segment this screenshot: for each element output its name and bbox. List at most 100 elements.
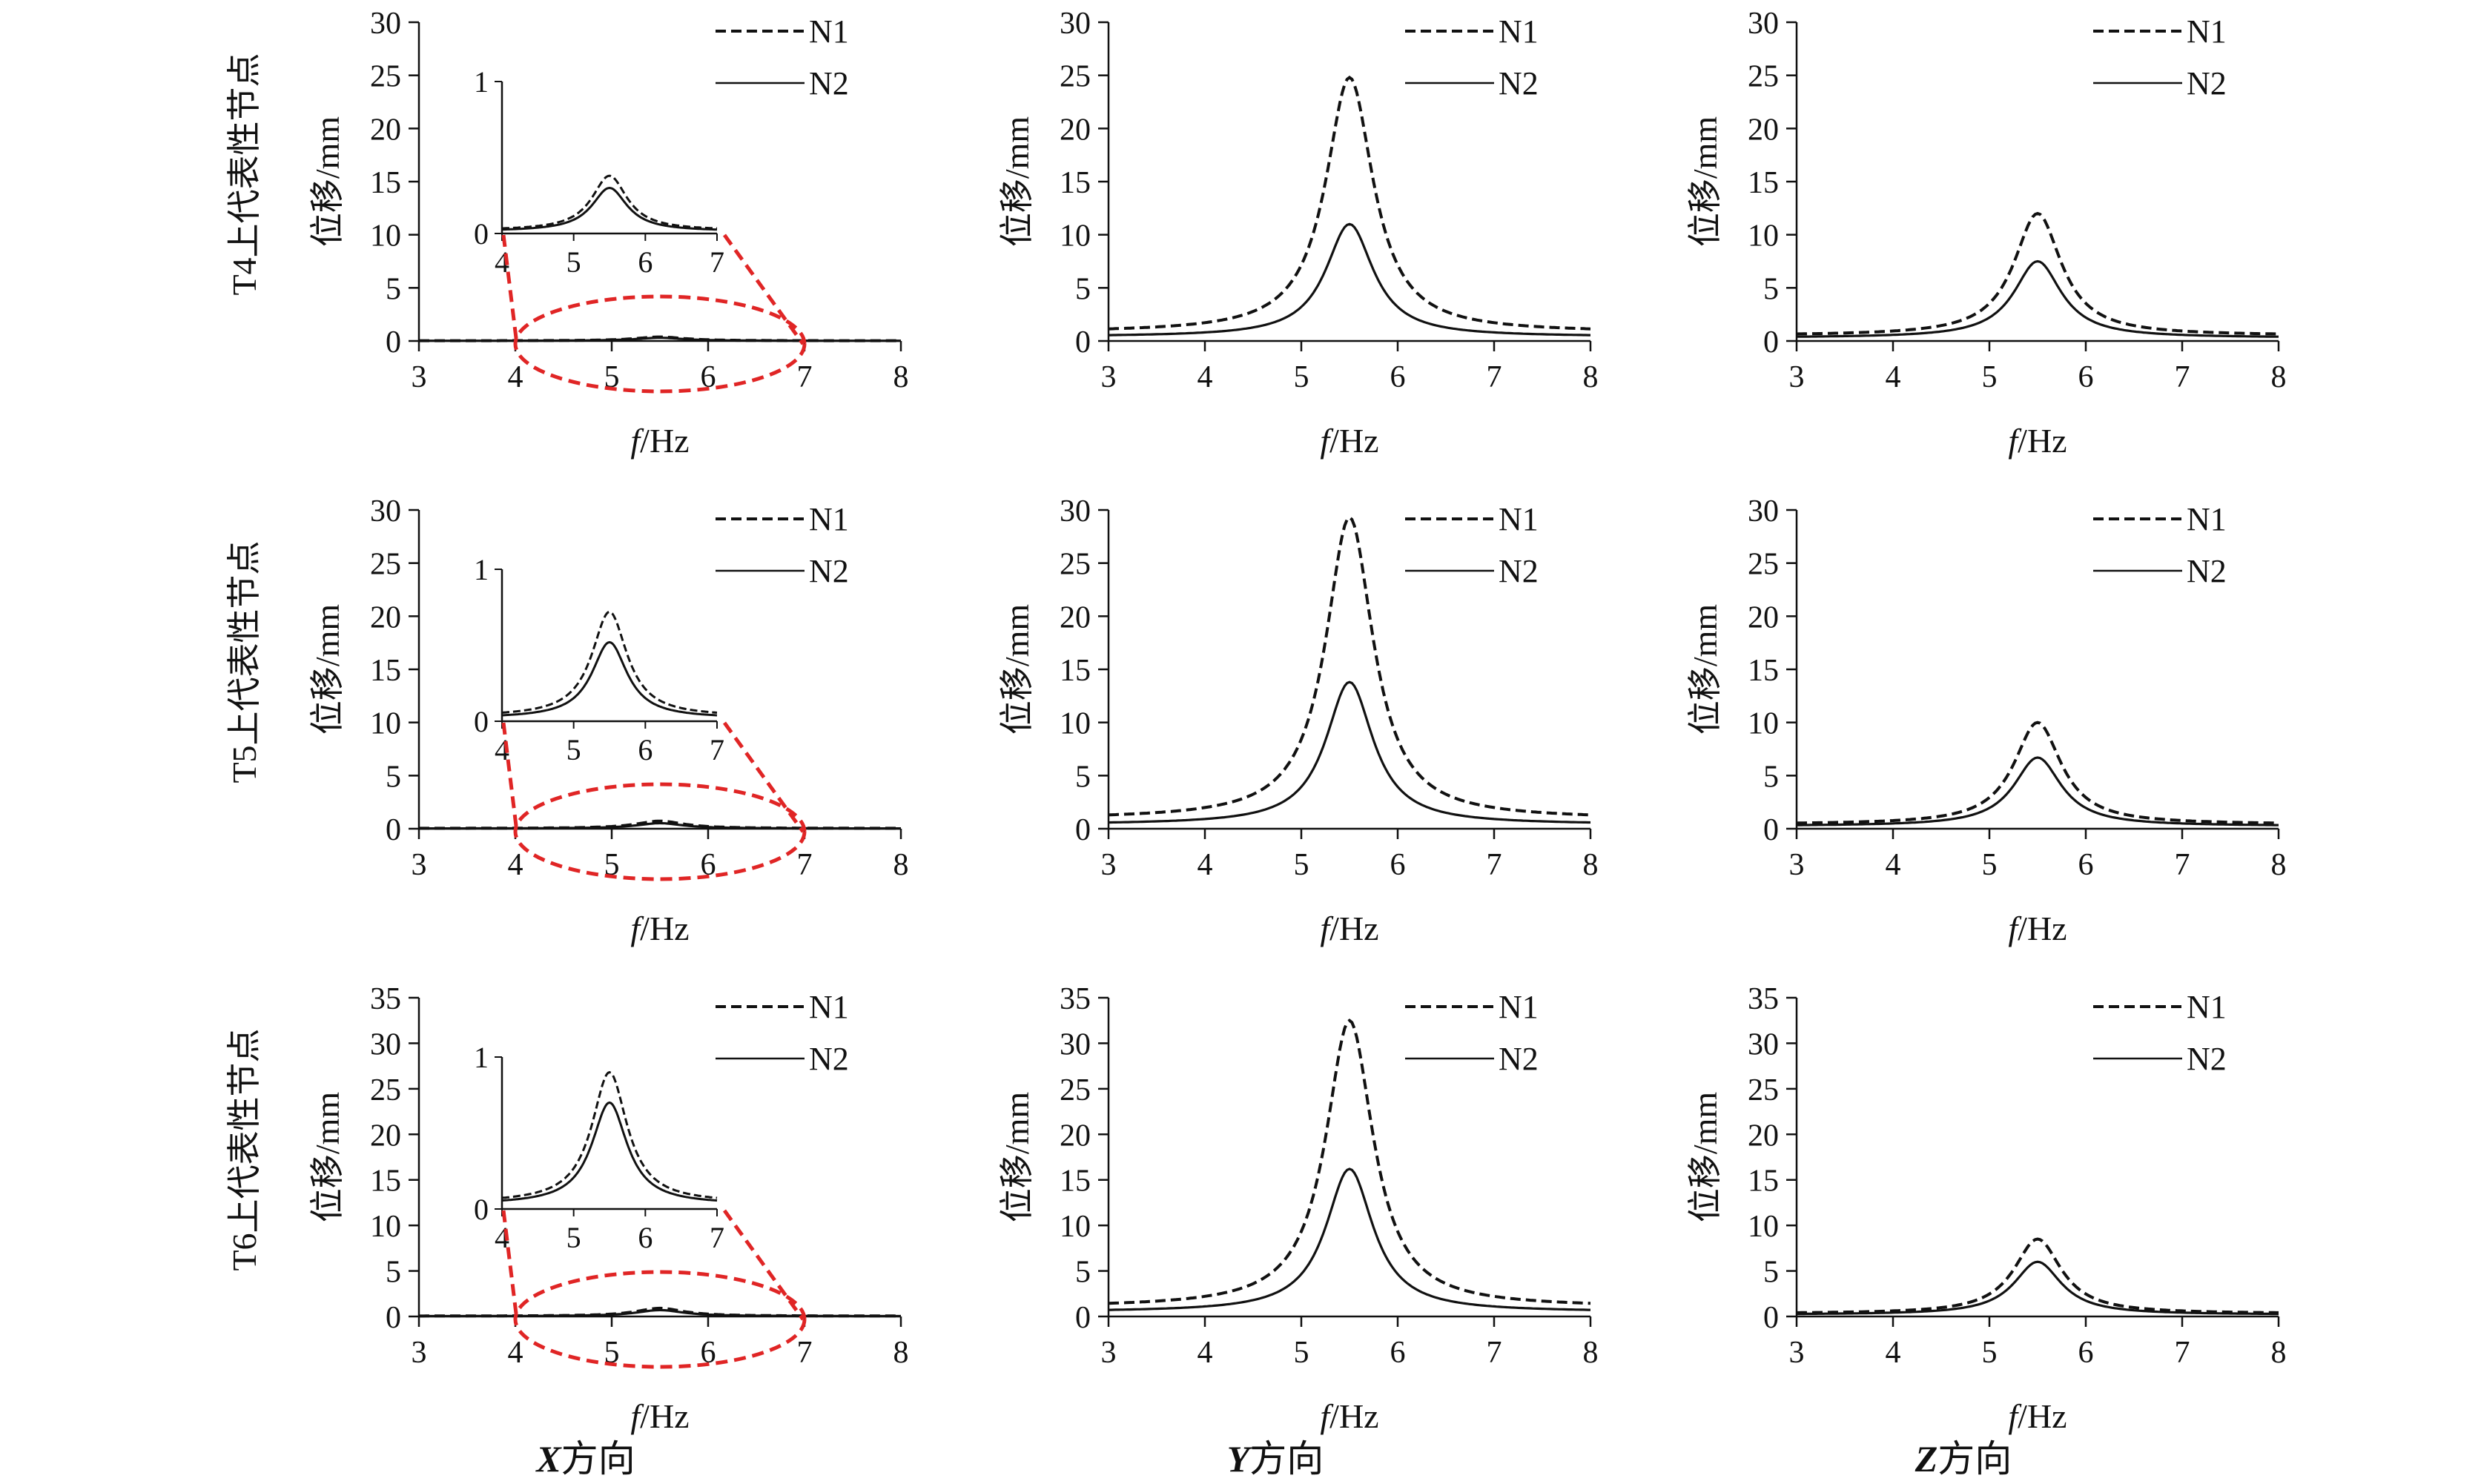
x-tick-label: 7 [1487, 1336, 1502, 1370]
legend-label-n1: N1 [809, 501, 849, 537]
x-tick-label: 8 [1583, 848, 1599, 882]
inset-y-tick-label: 1 [474, 1041, 489, 1074]
y-tick-label: 20 [1748, 113, 1779, 147]
y-axis-label: 位移/mm [998, 604, 1036, 735]
x-axis-label: f/Hz [1320, 910, 1378, 947]
x-tick-label: 3 [1101, 848, 1117, 882]
y-tick-label: 35 [370, 982, 401, 1016]
y-tick-label: 15 [370, 1165, 401, 1199]
x-tick-label: 8 [2271, 360, 2287, 394]
inset-series-line-n1 [501, 174, 718, 230]
x-tick-label: 6 [1390, 848, 1406, 882]
y-tick-label: 15 [1748, 654, 1779, 688]
y-tick-label: 5 [1763, 1256, 1779, 1290]
legend-label-n1: N1 [2187, 501, 2227, 537]
column-caption-suffix: 方向 [561, 1438, 635, 1480]
chart-panel-r2-c3: 0 5 10 15 20 25 30 3 4 5 6 7 8 位移/mm f/Hz N1 N2 [1686, 494, 2287, 947]
y-tick-label: 30 [370, 7, 401, 41]
column-caption-y: Y方向 [1227, 1438, 1324, 1480]
x-tick-label: 7 [1487, 360, 1502, 394]
y-tick-label: 15 [370, 654, 401, 688]
x-axis-label-unit: /Hz [640, 422, 689, 460]
series-line-n2 [1797, 1260, 2279, 1316]
y-tick-label: 20 [1060, 600, 1091, 635]
zoom-connector-right [722, 233, 805, 345]
legend-label-n1: N1 [1499, 989, 1539, 1025]
series-line-n1 [1108, 76, 1591, 331]
x-axis-label-unit: /Hz [1329, 910, 1378, 947]
x-tick-label: 4 [508, 360, 523, 394]
y-tick-label: 5 [1075, 272, 1091, 306]
x-tick-label: 8 [2271, 1336, 2287, 1370]
x-axis-label-unit: /Hz [1329, 422, 1378, 460]
chart-panel-r3-c2: 0 5 10 15 20 25 30 35 3 4 5 6 7 8 位移/mm f/Hz N1 N2 [998, 982, 1599, 1435]
y-tick-label: 10 [1060, 1210, 1091, 1244]
zoom-region-ellipse [513, 294, 807, 394]
x-axis-label: f/Hz [630, 422, 689, 460]
y-tick-label: 20 [1748, 1119, 1779, 1153]
x-tick-label: 5 [1294, 1336, 1309, 1370]
y-tick-label: 25 [1060, 60, 1091, 94]
row-label-t4: T4上代表性节点 [225, 53, 263, 295]
y-axis-label: 位移/mm [308, 1092, 346, 1223]
y-tick-label: 10 [1748, 707, 1779, 741]
y-tick-label: 15 [1748, 1165, 1779, 1199]
inset-x-tick-label: 7 [710, 245, 724, 279]
inset-series-line-n2 [501, 1101, 718, 1202]
zoom-region-ellipse [513, 1270, 807, 1369]
x-tick-label: 4 [1197, 848, 1213, 882]
x-tick-label: 7 [797, 848, 813, 882]
y-tick-label: 5 [386, 1256, 401, 1290]
y-tick-label: 5 [1075, 760, 1091, 794]
x-tick-label: 4 [1886, 1336, 1901, 1370]
legend-label-n2: N2 [2187, 553, 2227, 589]
column-caption-z: Z方向 [1915, 1438, 2012, 1480]
inset-x-tick-label: 6 [638, 245, 653, 279]
y-tick-label: 0 [1763, 1301, 1779, 1335]
chart-panel-r2-c2: 0 5 10 15 20 25 30 3 4 5 6 7 8 位移/mm f/Hz N1 N2 [998, 494, 1599, 947]
y-tick-label: 10 [1060, 707, 1091, 741]
legend-label-n2: N2 [809, 1041, 849, 1077]
legend-label-n1: N1 [2187, 989, 2227, 1025]
x-tick-label: 6 [701, 1336, 716, 1370]
x-tick-label: 3 [412, 360, 427, 394]
x-tick-label: 6 [2078, 1336, 2094, 1370]
x-tick-label: 4 [508, 1336, 523, 1370]
x-axis-label-unit: /Hz [640, 1397, 689, 1435]
x-tick-label: 8 [2271, 848, 2287, 882]
inset-chart: 014 5 6 7 [474, 1041, 724, 1254]
legend-label-n2: N2 [1499, 65, 1539, 102]
y-tick-label: 0 [1075, 813, 1091, 847]
y-tick-label: 20 [1060, 1119, 1091, 1153]
x-tick-label: 3 [1789, 1336, 1805, 1370]
series-line-n2 [1109, 222, 1590, 337]
series-line-n2 [419, 1308, 901, 1318]
series-line-n1 [1796, 211, 2279, 336]
y-tick-label: 15 [1060, 654, 1091, 688]
chart-panel-r1-c2: 0 5 10 15 20 25 30 3 4 5 6 7 8 位移/mm f/Hz N1 N2 [998, 7, 1599, 460]
x-tick-label: 5 [1982, 360, 1998, 394]
x-tick-label: 6 [2078, 360, 2094, 394]
y-tick-label: 20 [370, 113, 401, 147]
y-tick-label: 20 [1060, 113, 1091, 147]
y-tick-label: 25 [370, 60, 401, 94]
y-tick-label: 30 [1748, 7, 1779, 41]
legend-label-n2: N2 [1499, 553, 1539, 589]
inset-x-tick-label: 5 [566, 1221, 581, 1254]
y-tick-label: 25 [1748, 60, 1779, 94]
y-tick-label: 35 [1060, 982, 1091, 1016]
series-line-n2 [419, 821, 901, 830]
legend-label-n2: N2 [809, 65, 849, 102]
inset-x-tick-label: 7 [710, 733, 724, 766]
series-line-n2 [419, 337, 901, 342]
legend-label-n1: N1 [809, 13, 849, 50]
x-tick-label: 8 [893, 1336, 909, 1370]
chart-panel-r1-c3: 0 5 10 15 20 25 30 3 4 5 6 7 8 位移/mm f/Hz N1 N2 [1686, 7, 2287, 460]
y-tick-label: 0 [386, 813, 401, 847]
zoom-connector-right [722, 1209, 805, 1321]
y-tick-label: 30 [1748, 1027, 1779, 1061]
y-tick-label: 30 [1060, 494, 1091, 529]
inset-series-line-n2 [501, 640, 718, 717]
inset-x-tick-label: 5 [566, 245, 581, 279]
